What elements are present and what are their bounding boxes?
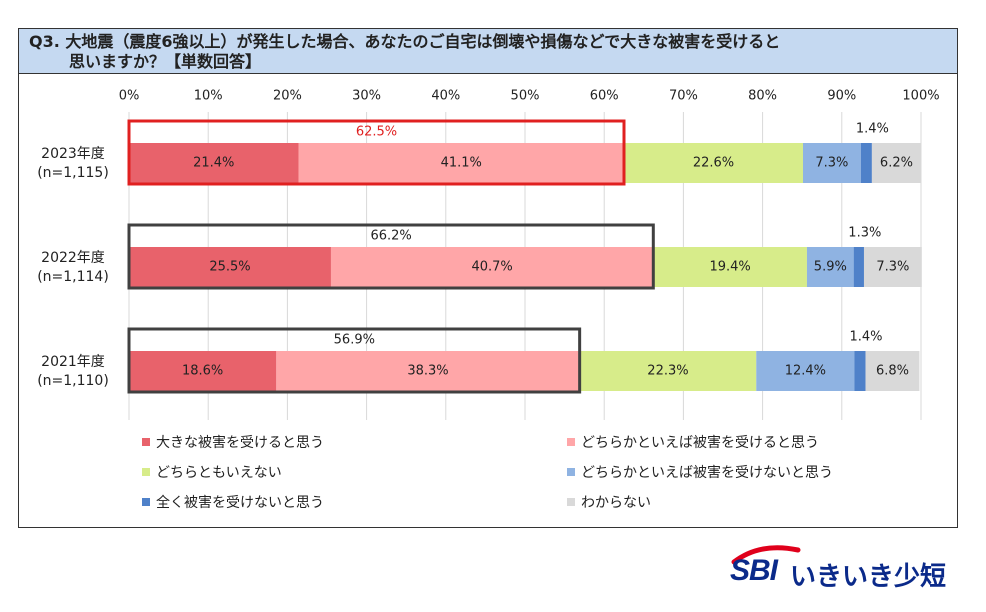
bar-segment bbox=[871, 143, 921, 183]
bar-segment bbox=[865, 351, 920, 391]
x-tick-label: 40% bbox=[431, 89, 460, 104]
bar-value-label: 19.4% bbox=[709, 260, 750, 275]
combined-total-box bbox=[127, 223, 655, 290]
legend-swatch bbox=[567, 438, 575, 446]
legend-item: どちらかといえば被害を受けないと思う bbox=[567, 462, 833, 482]
combined-total-box bbox=[127, 327, 582, 394]
x-tick-label: 90% bbox=[827, 89, 856, 104]
category-n-label: (n=1,110) bbox=[37, 373, 109, 389]
legend-label: 全く被害を受けないと思う bbox=[156, 495, 324, 511]
bar-value-label: 40.7% bbox=[471, 260, 512, 275]
bar-value-label: 6.8% bbox=[876, 364, 909, 379]
bar-value-label: 41.1% bbox=[441, 156, 482, 171]
bar-value-label: 25.5% bbox=[209, 260, 250, 275]
bar-segment bbox=[854, 351, 866, 391]
logo-brand: SBI bbox=[730, 554, 778, 587]
bar-value-label: 5.9% bbox=[814, 260, 847, 275]
legend-label: どちらかといえば被害を受けると思う bbox=[581, 435, 819, 451]
bar-segment bbox=[806, 247, 854, 287]
bar-value-label: 12.4% bbox=[785, 364, 826, 379]
x-tick-label: 0% bbox=[119, 89, 140, 104]
x-tick-label: 80% bbox=[748, 89, 777, 104]
logo-name: いきいき少短 bbox=[790, 562, 947, 592]
legend-item: どちらともいえない bbox=[142, 462, 282, 482]
bar-segment bbox=[330, 247, 654, 287]
legend-label: どちらかといえば被害を受けないと思う bbox=[581, 465, 833, 481]
question-header: Q3. 大地震（震度6強以上）が発生した場合、あなたのご自宅は倒壊や損傷などで大… bbox=[19, 29, 957, 74]
x-tick-label: 70% bbox=[669, 89, 698, 104]
category-label: 2023年度 bbox=[41, 146, 105, 162]
legend-swatch bbox=[142, 438, 150, 446]
bar-segment bbox=[624, 143, 803, 183]
logo-arc-icon bbox=[731, 545, 801, 565]
legend-item: 大きな被害を受けると思う bbox=[142, 432, 324, 452]
legend-swatch bbox=[142, 498, 150, 506]
category-n-label: (n=1,114) bbox=[37, 269, 109, 285]
bar-value-label: 38.3% bbox=[407, 364, 448, 379]
bar-value-label: 18.6% bbox=[182, 364, 223, 379]
bar-value-label: 22.6% bbox=[693, 156, 734, 171]
bar-value-label: 6.2% bbox=[880, 156, 913, 171]
category-label: 2022年度 bbox=[41, 250, 105, 266]
legend-label: どちらともいえない bbox=[156, 465, 282, 481]
bar-segment bbox=[579, 351, 757, 391]
bar-value-label: 7.3% bbox=[815, 156, 848, 171]
bar-segment bbox=[756, 351, 855, 391]
combined-total-label: 56.9% bbox=[334, 333, 375, 348]
x-tick-label: 50% bbox=[511, 89, 540, 104]
combined-total-label: 66.2% bbox=[370, 229, 411, 244]
bar-segment bbox=[129, 143, 299, 183]
bar-value-label: 1.4% bbox=[850, 330, 883, 345]
question-text-line1: Q3. 大地震（震度6強以上）が発生した場合、あなたのご自宅は倒壊や損傷などで大… bbox=[29, 32, 781, 51]
legend-item: わからない bbox=[567, 492, 651, 512]
legend-item: どちらかといえば被害を受けると思う bbox=[567, 432, 819, 452]
bar-segment bbox=[860, 143, 872, 183]
bar-value-label: 7.3% bbox=[876, 260, 909, 275]
bar-value-label: 22.3% bbox=[647, 364, 688, 379]
x-tick-label: 60% bbox=[590, 89, 619, 104]
combined-total-box bbox=[127, 119, 626, 186]
legend-label: わからない bbox=[581, 495, 651, 511]
bar-segment bbox=[863, 247, 922, 287]
x-tick-label: 20% bbox=[273, 89, 302, 104]
legend-swatch bbox=[567, 468, 575, 476]
question-text-line2: 思いますか？【単数回答】 bbox=[69, 52, 262, 71]
bar-value-label: 21.4% bbox=[193, 156, 234, 171]
bar-segment bbox=[276, 351, 580, 391]
legend-label: 大きな被害を受けると思う bbox=[156, 435, 324, 451]
legend-item: 全く被害を受けないと思う bbox=[142, 492, 324, 512]
legend-swatch bbox=[142, 468, 150, 476]
bar-segment bbox=[129, 351, 277, 391]
x-tick-label: 10% bbox=[194, 89, 223, 104]
bar-value-label: 1.3% bbox=[848, 226, 881, 241]
x-tick-label: 100% bbox=[902, 89, 939, 104]
sbi-ikiiki-logo: SBI いきいき少短 bbox=[720, 540, 950, 596]
bar-segment bbox=[129, 247, 331, 287]
combined-total-label: 62.5% bbox=[356, 125, 397, 140]
bar-segment bbox=[298, 143, 624, 183]
category-n-label: (n=1,115) bbox=[37, 165, 109, 181]
bar-segment bbox=[853, 247, 864, 287]
legend-swatch bbox=[567, 498, 575, 506]
x-tick-label: 30% bbox=[352, 89, 381, 104]
bar-value-label: 1.4% bbox=[856, 122, 889, 137]
bar-segment bbox=[653, 247, 807, 287]
bar-segment bbox=[802, 143, 861, 183]
category-label: 2021年度 bbox=[41, 354, 105, 370]
